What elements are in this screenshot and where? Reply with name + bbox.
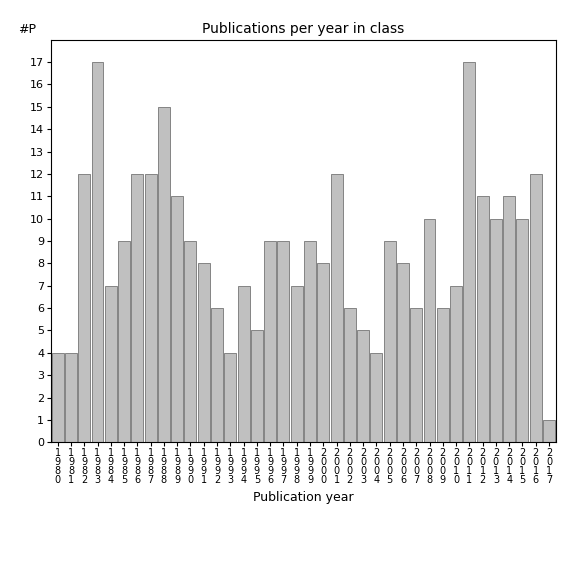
X-axis label: Publication year: Publication year	[253, 491, 354, 504]
Bar	[65, 353, 77, 442]
Bar	[503, 196, 515, 442]
Bar	[184, 241, 196, 442]
Bar	[424, 219, 435, 442]
Bar	[543, 420, 555, 442]
Bar	[171, 196, 183, 442]
Bar	[158, 107, 170, 442]
Bar	[78, 174, 90, 442]
Bar	[238, 286, 249, 442]
Bar	[304, 241, 316, 442]
Bar	[450, 286, 462, 442]
Bar	[331, 174, 342, 442]
Bar	[397, 263, 409, 442]
Bar	[344, 308, 356, 442]
Title: Publications per year in class: Publications per year in class	[202, 22, 404, 36]
Bar	[118, 241, 130, 442]
Bar	[477, 196, 489, 442]
Bar	[291, 286, 303, 442]
Bar	[530, 174, 541, 442]
Bar	[264, 241, 276, 442]
Bar	[490, 219, 502, 442]
Bar	[277, 241, 289, 442]
Bar	[357, 331, 369, 442]
Bar	[463, 62, 475, 442]
Bar	[145, 174, 156, 442]
Bar	[105, 286, 117, 442]
Bar	[225, 353, 236, 442]
Bar	[437, 308, 448, 442]
Text: #P: #P	[18, 23, 36, 36]
Bar	[211, 308, 223, 442]
Bar	[91, 62, 104, 442]
Bar	[517, 219, 528, 442]
Bar	[318, 263, 329, 442]
Bar	[384, 241, 396, 442]
Bar	[52, 353, 64, 442]
Bar	[370, 353, 382, 442]
Bar	[411, 308, 422, 442]
Bar	[132, 174, 143, 442]
Bar	[198, 263, 210, 442]
Bar	[251, 331, 263, 442]
